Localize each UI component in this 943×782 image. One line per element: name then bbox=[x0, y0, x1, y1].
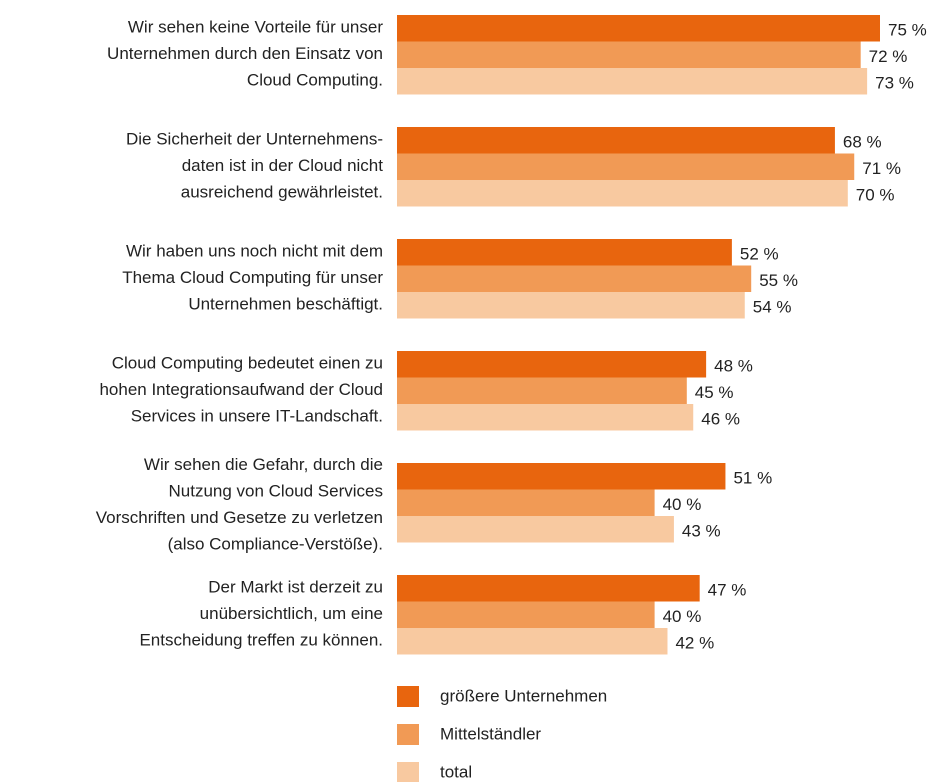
category-label: Der Markt ist derzeit zu unübersichtlich,… bbox=[139, 578, 383, 650]
legend-label: total bbox=[440, 762, 472, 781]
bar bbox=[397, 239, 732, 266]
value-label: 75 % bbox=[888, 21, 927, 40]
value-label: 45 % bbox=[695, 383, 734, 402]
legend-swatch bbox=[397, 724, 419, 745]
bar bbox=[397, 292, 745, 319]
bar bbox=[397, 265, 752, 292]
category-label: Cloud Computing bedeutet einen zu hohen I… bbox=[99, 354, 383, 426]
bar bbox=[397, 68, 868, 95]
value-label: 40 % bbox=[663, 607, 702, 626]
bar bbox=[397, 180, 848, 207]
bar bbox=[397, 351, 707, 378]
value-label: 55 % bbox=[759, 271, 798, 290]
bar bbox=[397, 127, 835, 154]
category-label: Wir sehen die Gefahr, durch die Nutzung v… bbox=[96, 455, 383, 554]
value-label: 52 % bbox=[740, 245, 779, 264]
category-label: Wir haben uns noch nicht mit dem Thema Cl… bbox=[122, 242, 383, 314]
legend-swatch bbox=[397, 686, 419, 707]
value-label: 72 % bbox=[869, 47, 908, 66]
value-label: 68 % bbox=[843, 133, 882, 152]
value-label: 43 % bbox=[682, 522, 721, 541]
value-label: 47 % bbox=[708, 581, 747, 600]
category-label: Wir sehen keine Vorteile für unser Untern… bbox=[107, 18, 383, 90]
bar bbox=[397, 601, 655, 628]
bar bbox=[397, 15, 880, 42]
bar bbox=[397, 575, 700, 602]
value-label: 70 % bbox=[856, 186, 895, 205]
bar bbox=[397, 628, 668, 655]
category-label: Die Sicherheit der Unternehmens-daten is… bbox=[126, 130, 383, 202]
bar bbox=[397, 516, 674, 543]
bar bbox=[397, 377, 687, 404]
bar bbox=[397, 153, 855, 180]
bar bbox=[397, 463, 726, 490]
value-label: 46 % bbox=[701, 410, 740, 429]
legend-label: größere Unternehmen bbox=[440, 686, 607, 705]
bar bbox=[397, 489, 655, 516]
value-label: 73 % bbox=[875, 74, 914, 93]
value-label: 71 % bbox=[862, 159, 901, 178]
value-label: 48 % bbox=[714, 357, 753, 376]
bar bbox=[397, 41, 861, 68]
value-label: 42 % bbox=[675, 634, 714, 653]
value-label: 40 % bbox=[663, 495, 702, 514]
legend-label: Mittelständler bbox=[440, 724, 541, 743]
legend-swatch bbox=[397, 762, 419, 782]
value-label: 54 % bbox=[753, 298, 792, 317]
value-label: 51 % bbox=[733, 469, 772, 488]
bar bbox=[397, 404, 694, 431]
